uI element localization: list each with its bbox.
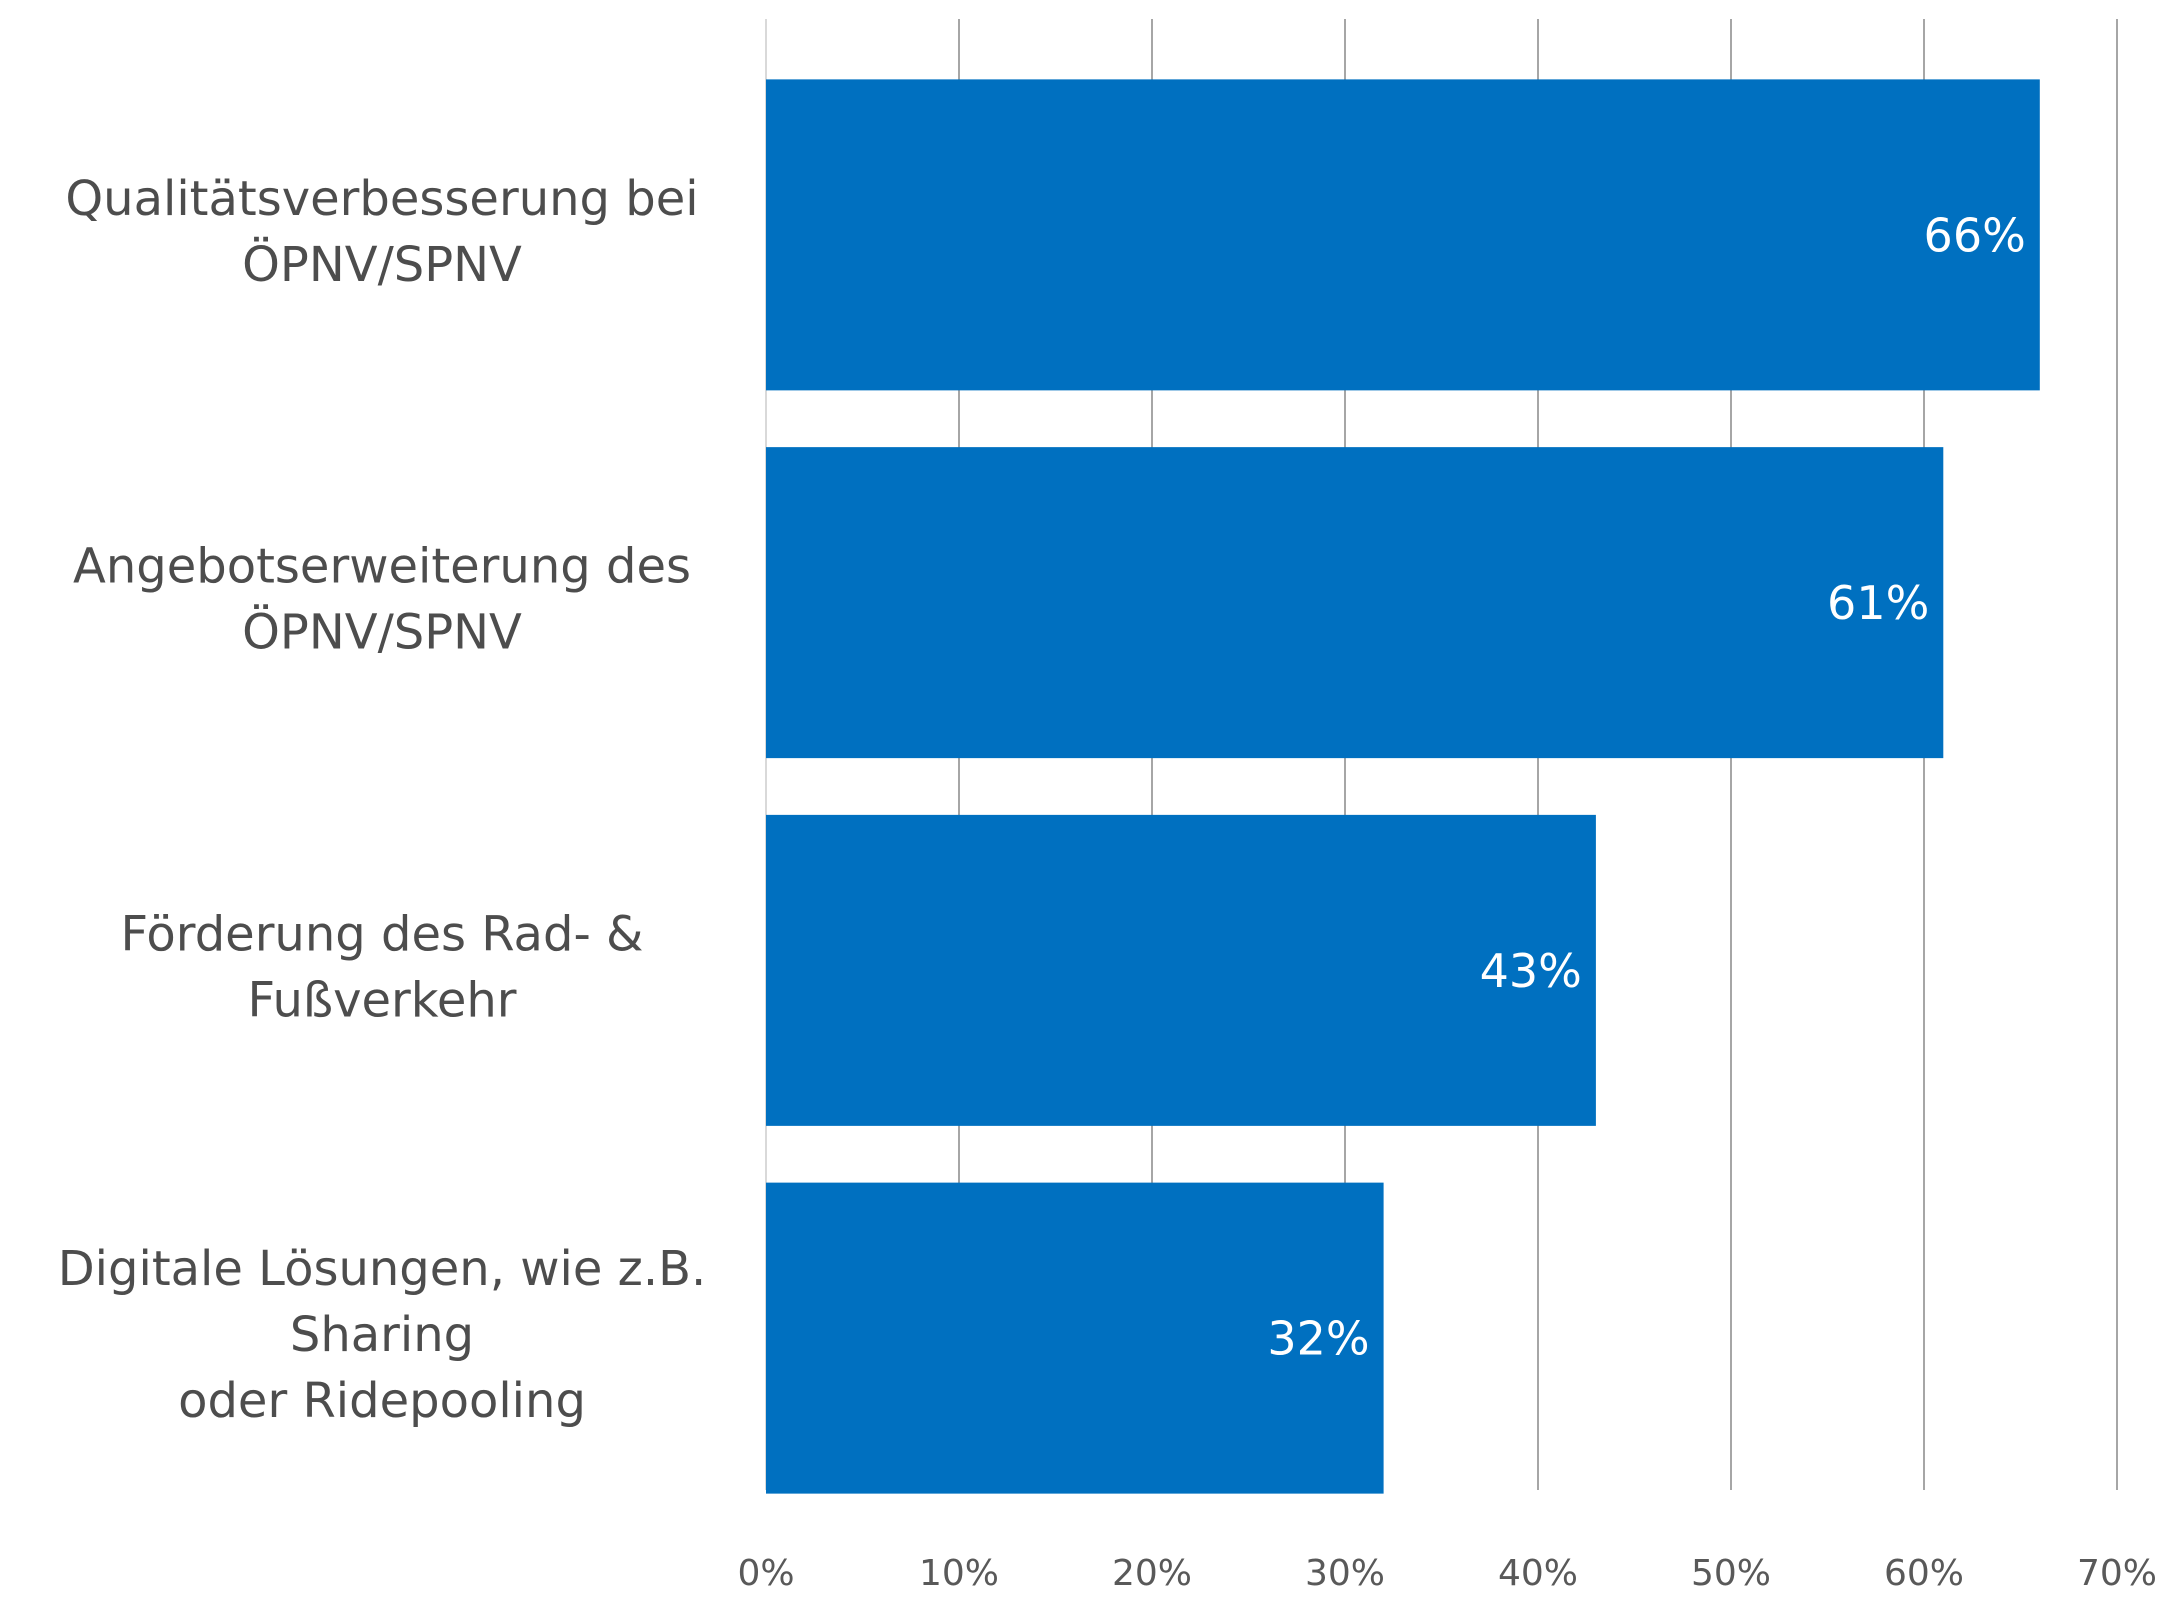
- category-label: Förderung des Rad- & Fußverkehr: [121, 906, 644, 1028]
- bar: [766, 447, 1944, 759]
- x-tick-label: 0%: [737, 1553, 794, 1594]
- x-tick-label: 20%: [1112, 1553, 1192, 1594]
- x-tick-label: 50%: [1691, 1553, 1771, 1594]
- x-tick-label: 40%: [1498, 1553, 1578, 1594]
- value-label: 61%: [1827, 576, 1929, 630]
- x-tick-label: 10%: [919, 1553, 999, 1594]
- category-label: Qualitätsverbesserung bei ÖPNV/SPNV: [65, 171, 698, 293]
- x-tick-label: 70%: [2077, 1553, 2157, 1594]
- value-label: 66%: [1924, 208, 2026, 262]
- category-label: Angebotserweiterung des ÖPNV/SPNV: [73, 539, 691, 661]
- bar: [766, 814, 1596, 1126]
- x-tick-label: 30%: [1305, 1553, 1385, 1594]
- value-label: 43%: [1480, 944, 1582, 998]
- category-label: Digitale Lösungen, wie z.B. Sharing oder R…: [58, 1241, 707, 1429]
- bar: [766, 1182, 1384, 1494]
- value-label: 32%: [1267, 1312, 1369, 1366]
- bar: [766, 79, 2040, 391]
- x-tick-label: 60%: [1884, 1553, 1964, 1594]
